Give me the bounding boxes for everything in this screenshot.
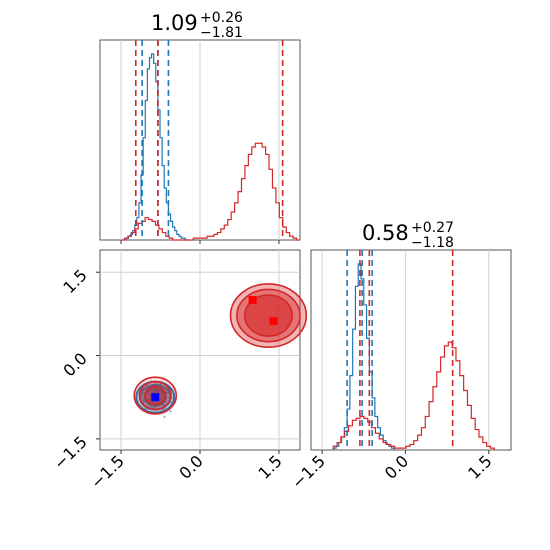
y-tick-label: −1.5 — [50, 432, 91, 473]
contour-panel: −1.5 0.0 1.5 −1.5 0.0 1.5 — [50, 249, 308, 492]
title-plus-param2: +0.27 — [411, 220, 454, 236]
scatter-point — [142, 397, 145, 400]
histogram-panel-param1: 1.09 +0.26 −1.81 — [99, 10, 301, 244]
ticks-top — [120, 240, 280, 244]
grid-br — [321, 250, 490, 450]
y-tick-label: 1.5 — [59, 266, 90, 297]
x-tick-label: 1.5 — [464, 451, 495, 482]
title-plus-param1: +0.26 — [200, 10, 243, 26]
point-markers — [151, 296, 278, 402]
scatter-point — [142, 400, 145, 404]
scatter-point — [163, 415, 166, 419]
x-tick-label: 0.0 — [175, 451, 206, 482]
title-value-param2: 0.58 — [362, 221, 409, 245]
title-minus-param1: −1.81 — [200, 25, 243, 41]
blue-marker — [151, 393, 160, 402]
scatter-point — [161, 379, 164, 381]
x-tick-label: 1.5 — [254, 451, 285, 482]
histogram-panel-param2: −1.5 0.0 1.5 0.58 +0.27 −1.18 — [288, 220, 512, 492]
histogram-series-1 — [332, 341, 495, 450]
title-minus-param2: −1.18 — [411, 235, 454, 251]
ticks-br: −1.5 0.0 1.5 — [288, 450, 496, 492]
scatter-point — [149, 405, 152, 408]
y-tick-label: 0.0 — [59, 349, 90, 380]
histogram-br-series — [332, 263, 495, 450]
contour-red-upper — [243, 294, 293, 337]
scatter-point — [162, 404, 165, 407]
title-value-param1: 1.09 — [151, 11, 198, 35]
grid-bl — [100, 250, 300, 450]
scatter-point — [142, 391, 145, 394]
red-marker — [248, 296, 257, 304]
scatter-point — [167, 396, 170, 400]
histogram-series-1 — [121, 142, 300, 241]
x-tick-label: 0.0 — [381, 451, 412, 482]
scatter-point — [276, 335, 279, 338]
x-tick-label: −1.5 — [87, 451, 128, 492]
scatter-point — [169, 410, 172, 413]
scatter-point — [141, 399, 145, 402]
x-tick-label: −1.5 — [288, 451, 329, 492]
scatter-point — [152, 406, 155, 409]
scatter-point — [141, 394, 144, 397]
red-marker — [269, 317, 278, 326]
quantile-lines-top — [134, 40, 284, 240]
quantile-lines-br — [346, 250, 454, 450]
